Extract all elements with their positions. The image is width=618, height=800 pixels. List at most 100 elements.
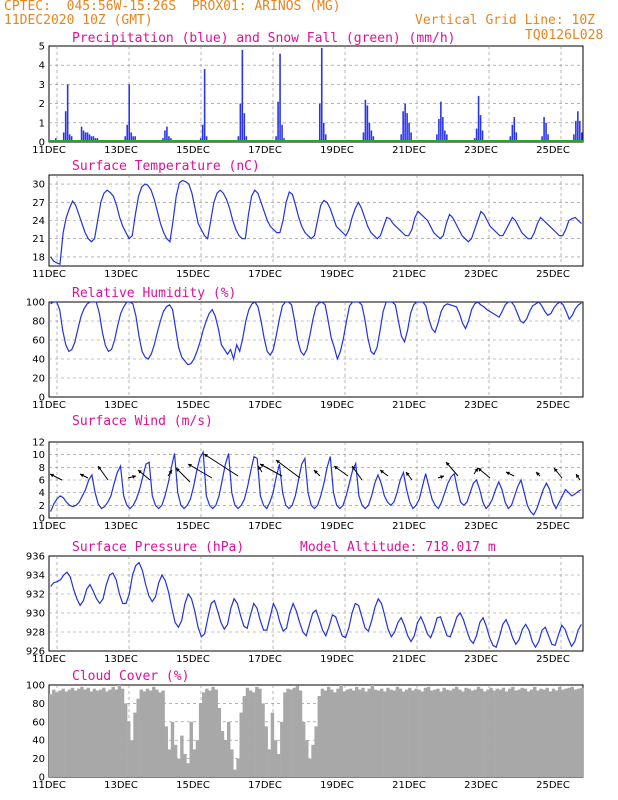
cloud-bar [120,688,125,777]
precip-bar [164,130,166,142]
rh-line [50,301,582,366]
precip-bar [515,132,518,142]
wind-arrow-head [80,473,84,478]
wind-ytick-label: 8 [39,463,45,474]
cloud-bar [405,689,409,777]
temp-ytick-label: 30 [32,180,45,191]
wind-arrow-head [258,466,262,470]
rh-ytick-label: 100 [26,298,45,309]
cloud-bar [164,726,168,777]
cloud-bar [498,689,503,777]
cloud-bar [526,691,531,777]
precip-bar [132,136,134,142]
temp-xtick-label: 23DEC [464,269,498,280]
wind-arrow-head [352,466,356,470]
wind-arrow-head [188,464,192,468]
cloud-bar [461,691,465,777]
cloud-bar [414,688,418,777]
wind-title: Surface Wind (m/s) [72,414,213,429]
cloud-bar [364,691,368,777]
cloud-bar [445,689,450,777]
wind-ytick-label: 0 [39,514,45,525]
precip-bar [66,84,69,142]
cloud-bar [242,696,247,777]
wind-arrow-head [474,468,478,472]
cloud-bar [448,690,453,777]
cloud-bar [336,688,340,777]
wind-arrow-head [132,474,136,479]
cloud-bar [173,744,178,777]
cloud-bar [289,689,293,777]
temp-xtick-label: 19DEC [320,269,354,280]
cloud-bar [139,689,143,777]
temp-ytick-label: 27 [32,198,45,209]
cloud-bar [436,688,440,777]
precip-bar [279,53,281,142]
cloud-bar [205,688,209,777]
cloud-bar [367,688,371,777]
precip-bar [444,130,446,142]
precip-xtick-label: 23DEC [464,145,498,156]
cloud-bar [239,712,243,777]
precip-bar [366,105,369,142]
cloud-bar [142,691,147,777]
precip-bar [70,136,73,142]
cloud-xtick-label: 25DEC [536,780,570,791]
cloud-bar [55,692,59,777]
cloud-bar [376,690,381,777]
cloud-bar [148,690,153,777]
cloud-bar [573,689,578,777]
precip-bar [436,134,438,142]
precip-bar [402,111,404,142]
cloud-bar [392,690,396,777]
cloud-bar [489,687,493,777]
cloud-bar [351,690,356,777]
cloud-bar [67,689,72,777]
precip-bar [243,113,246,142]
cloud-xtick-label: 11DEC [32,780,66,791]
cloud-bar [49,694,53,777]
cloud-bar [545,687,549,777]
cloud-bar [123,703,128,777]
cloud-bar [311,744,315,777]
cloud-bar [536,690,540,777]
cloud-bar [227,721,231,777]
wind-arrow-head [380,470,384,474]
rh-ytick-label: 40 [32,355,45,366]
cloud-bar [339,685,343,777]
cloud-bar [230,749,234,777]
precip-xtick-label: 13DEC [104,145,138,156]
cloud-bar [183,754,187,777]
rh-frame [48,301,584,398]
cloud-bar [408,687,412,777]
pressure-xtick-label: 13DEC [104,654,138,665]
cloud-xtick-label: 17DEC [248,780,282,791]
cloud-bar [73,690,78,777]
cloud-bar [361,687,365,777]
cloud-bar [251,692,256,777]
rh-xtick-label: 25DEC [536,400,570,411]
precip-bar [128,84,130,142]
precip-bar [275,136,277,142]
precip-bar [277,101,279,142]
temp-ytick-label: 18 [32,252,45,263]
precip-bar [281,124,283,142]
cloud-bar [411,690,415,777]
precip-ytick-label: 0 [39,138,45,149]
cloud-bar [223,740,228,777]
cloud-bar [508,688,512,777]
precip-ytick-label: 4 [39,61,45,72]
cloud-bar [470,690,475,777]
cloud-bar [105,691,109,777]
cloud-bar [454,686,459,777]
wind-xtick-label: 23DEC [464,521,498,532]
precip-bar [168,136,170,142]
cloud-bar [370,685,375,777]
cloud-bar [283,692,287,777]
rh-ytick-label: 20 [32,374,45,385]
cloud-bar [145,688,150,777]
cloud-bar [80,686,84,777]
cloud-bar [323,690,328,777]
precip-bar [205,136,208,142]
cloud-bar [495,688,499,777]
